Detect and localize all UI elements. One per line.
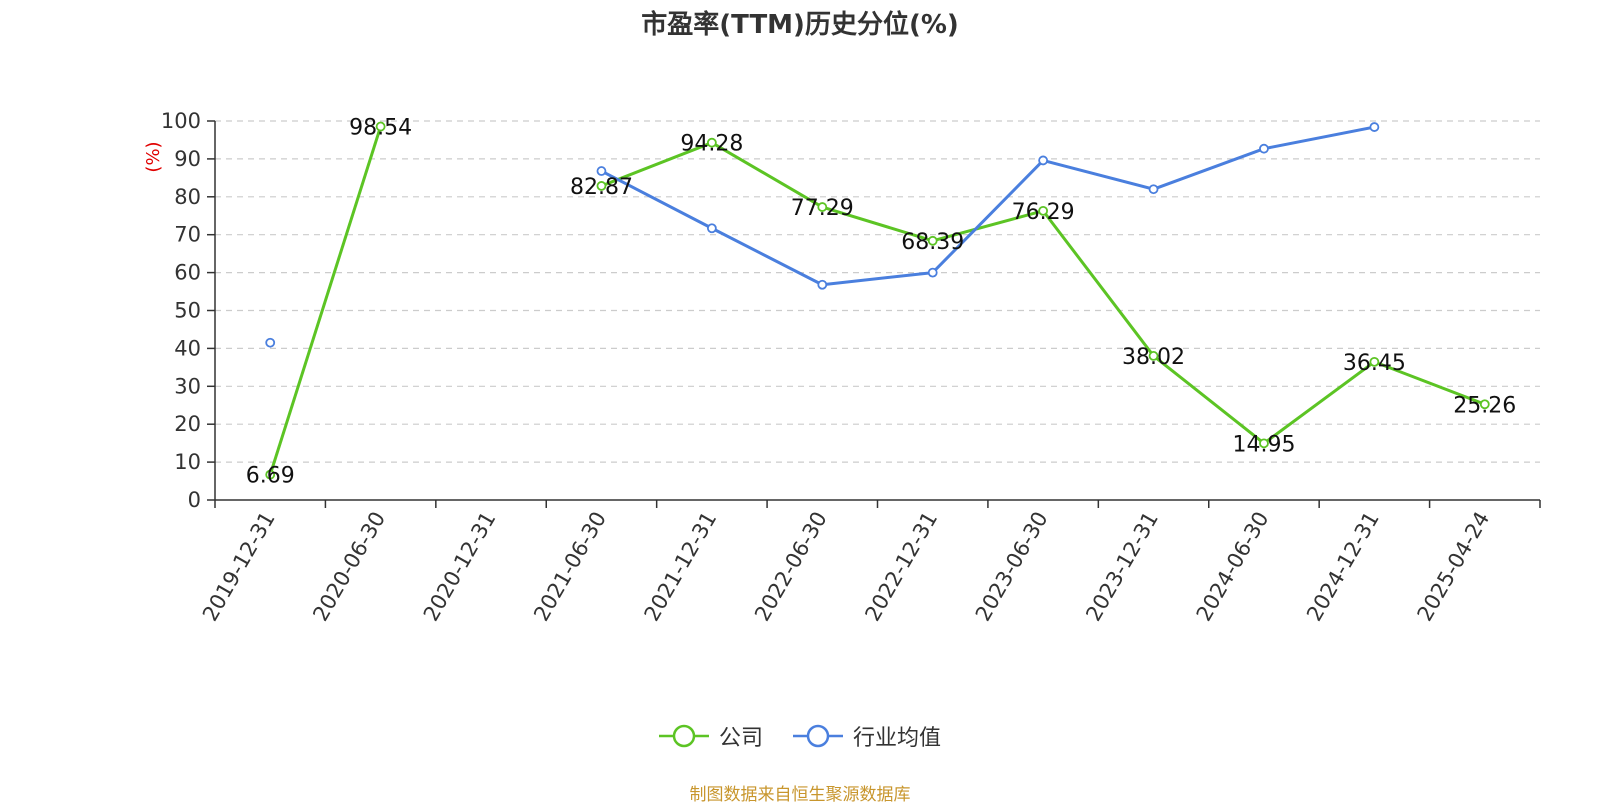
y-tick-label: 20 [174, 412, 201, 436]
data-label: 38.02 [1122, 345, 1185, 370]
data-point[interactable] [1038, 205, 1049, 216]
data-label: 14.95 [1232, 432, 1295, 457]
legend: 公司 行业均值 [0, 720, 1600, 752]
legend-label-industry-average: 行业均值 [853, 726, 942, 751]
x-tick-label: 2021-06-30 [529, 508, 611, 626]
data-point[interactable] [1038, 155, 1049, 166]
axes: 0 10 20 30 40 50 60 70 80 90 100 2019-12-31 2020-06-… [161, 109, 1541, 626]
y-tick-label: 0 [188, 488, 201, 512]
series-line-company [268, 126, 383, 476]
data-point[interactable] [817, 279, 828, 290]
series-line-industry-average [600, 125, 1375, 287]
data-point[interactable] [1479, 399, 1490, 410]
y-tick-label: 40 [174, 336, 201, 360]
data-label: 77.29 [791, 196, 854, 221]
x-tick-label: 2024-06-30 [1192, 508, 1274, 626]
data-label: 94.28 [680, 132, 743, 157]
legend-marker-company-icon [658, 724, 709, 748]
data-point[interactable] [265, 469, 276, 480]
data-label: 6.69 [246, 464, 295, 489]
data-point[interactable] [1148, 351, 1159, 361]
data-label: 76.29 [1012, 200, 1075, 225]
data-point[interactable] [817, 202, 828, 212]
chart-title: 市盈率(TTM)历史分位(%) [641, 10, 959, 40]
x-tick-label: 2019-12-31 [198, 508, 280, 626]
data-label: 98.54 [349, 116, 412, 141]
data-point[interactable] [1259, 438, 1269, 449]
x-tick-label: 2020-06-30 [308, 508, 390, 626]
legend-label-company: 公司 [718, 726, 763, 751]
data-point[interactable] [375, 121, 386, 132]
data-point[interactable] [706, 137, 717, 148]
y-axis-label: (%) [143, 141, 164, 172]
series-line-company [600, 141, 1486, 445]
data-point[interactable] [596, 181, 607, 191]
legend-item-industry-average[interactable]: 行业均值 [793, 720, 941, 752]
data-point[interactable] [1369, 122, 1380, 132]
data-label: 25.26 [1453, 393, 1516, 418]
data-point[interactable] [265, 337, 276, 348]
data-point[interactable] [927, 235, 938, 246]
source-note: 制图数据来自恒生聚源数据库 [689, 785, 911, 805]
data-point[interactable] [927, 267, 938, 278]
legend-marker-industry-icon [793, 724, 843, 748]
y-tick-label: 10 [174, 450, 201, 474]
data-point[interactable] [596, 166, 607, 176]
data-point[interactable] [706, 223, 717, 234]
data-label: 36.45 [1343, 351, 1406, 376]
y-tick-label: 90 [174, 147, 201, 171]
x-tick-label: 2023-06-30 [971, 508, 1053, 626]
y-tick-label: 100 [161, 109, 201, 133]
data-label: 82.87 [570, 175, 633, 200]
legend-item-company[interactable]: 公司 [658, 720, 763, 752]
data-point[interactable] [1369, 356, 1380, 367]
data-labels: 6.69 98.54 82.87 94.28 77.29 68.39 76.29 38.02 1… [246, 116, 1517, 489]
x-tick-label: 2023-12-31 [1081, 508, 1163, 626]
x-tick-label: 2020-12-31 [419, 507, 501, 625]
y-tick-label: 50 [174, 299, 201, 323]
x-tick-label: 2021-12-31 [640, 508, 722, 626]
x-tick-label: 2022-06-30 [750, 508, 832, 626]
grid-lines [215, 120, 1540, 463]
data-point[interactable] [1148, 184, 1159, 195]
x-tick-label: 2024-12-31 [1302, 508, 1384, 626]
y-tick-label: 30 [174, 374, 201, 398]
data-label: 68.39 [901, 230, 964, 255]
y-tick-label: 70 [174, 223, 201, 247]
x-tick-label: 2022-12-31 [860, 507, 942, 625]
x-tick-label: 2025-04-24 [1413, 508, 1495, 626]
data-point[interactable] [1259, 143, 1269, 154]
series-layer [265, 121, 1490, 480]
y-tick-label: 60 [174, 261, 201, 285]
y-tick-label: 80 [174, 185, 201, 209]
